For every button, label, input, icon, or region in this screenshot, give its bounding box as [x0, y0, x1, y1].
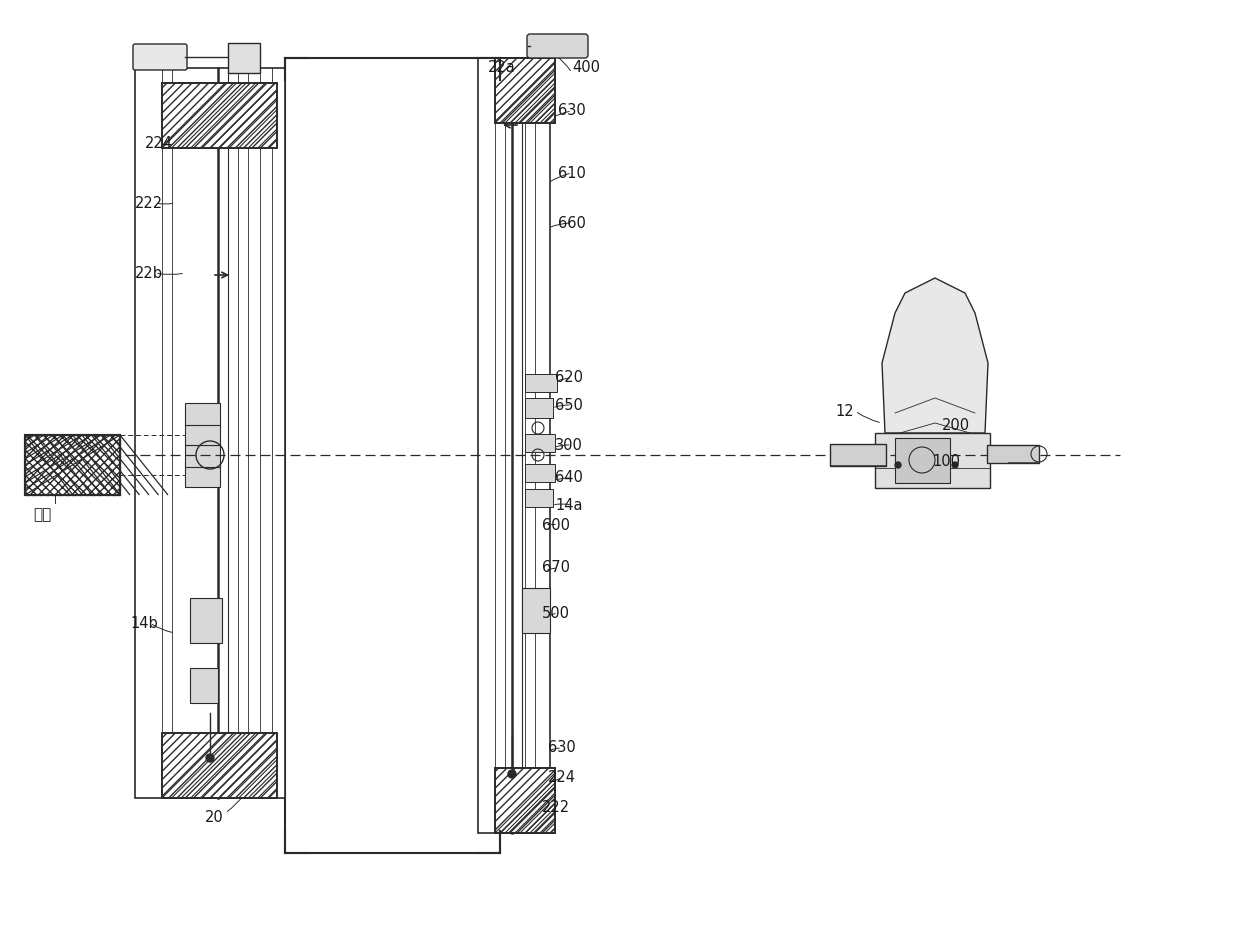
Bar: [495, 768, 556, 833]
Bar: [25, 435, 120, 495]
Bar: [477, 58, 551, 833]
Bar: [190, 668, 218, 703]
Text: 200: 200: [942, 417, 970, 433]
Text: 222: 222: [542, 801, 570, 815]
Polygon shape: [882, 278, 988, 433]
Bar: [25, 435, 120, 495]
Text: 22a: 22a: [489, 61, 516, 76]
Text: 610: 610: [558, 165, 585, 180]
Bar: [185, 423, 219, 445]
Text: 660: 660: [558, 216, 585, 230]
Bar: [875, 433, 990, 488]
Bar: [135, 68, 285, 798]
Text: 630: 630: [548, 741, 575, 756]
Text: 22b: 22b: [135, 266, 162, 281]
Text: 100: 100: [932, 453, 960, 468]
Bar: [185, 465, 219, 487]
Text: 20: 20: [205, 811, 223, 826]
FancyBboxPatch shape: [133, 44, 187, 70]
Text: 640: 640: [556, 470, 583, 485]
Text: 偏差: 偏差: [33, 508, 51, 522]
Text: 14b: 14b: [130, 616, 157, 631]
Bar: [185, 403, 219, 425]
Bar: [190, 598, 222, 643]
Bar: [987, 445, 1039, 463]
Bar: [162, 83, 277, 148]
Bar: [285, 58, 500, 853]
Bar: [495, 58, 556, 123]
FancyBboxPatch shape: [527, 34, 588, 58]
Bar: [522, 588, 551, 633]
Text: 600: 600: [542, 518, 570, 533]
Bar: [525, 489, 553, 507]
Text: 300: 300: [556, 438, 583, 453]
Text: 222: 222: [135, 196, 164, 211]
Text: 500: 500: [542, 606, 570, 620]
Text: 670: 670: [542, 561, 570, 576]
Bar: [525, 374, 557, 392]
Text: 12: 12: [835, 403, 853, 419]
Bar: [525, 464, 556, 482]
Text: 650: 650: [556, 397, 583, 412]
Bar: [228, 43, 260, 73]
Text: 630: 630: [558, 104, 585, 118]
Bar: [495, 58, 556, 123]
Text: 400: 400: [572, 61, 600, 76]
Text: 224: 224: [548, 771, 577, 786]
Circle shape: [952, 462, 959, 468]
Circle shape: [895, 462, 901, 468]
Bar: [25, 435, 120, 495]
Text: 620: 620: [556, 370, 583, 385]
Text: 14a: 14a: [556, 497, 583, 512]
Bar: [162, 83, 277, 148]
Bar: [895, 438, 950, 483]
Text: 224: 224: [145, 135, 174, 150]
Bar: [525, 434, 556, 452]
Bar: [162, 733, 277, 798]
Circle shape: [508, 770, 516, 778]
Bar: [525, 398, 553, 418]
Bar: [185, 445, 219, 467]
Circle shape: [206, 754, 215, 762]
Bar: [495, 768, 556, 833]
Bar: [162, 733, 277, 798]
Bar: [830, 444, 887, 466]
